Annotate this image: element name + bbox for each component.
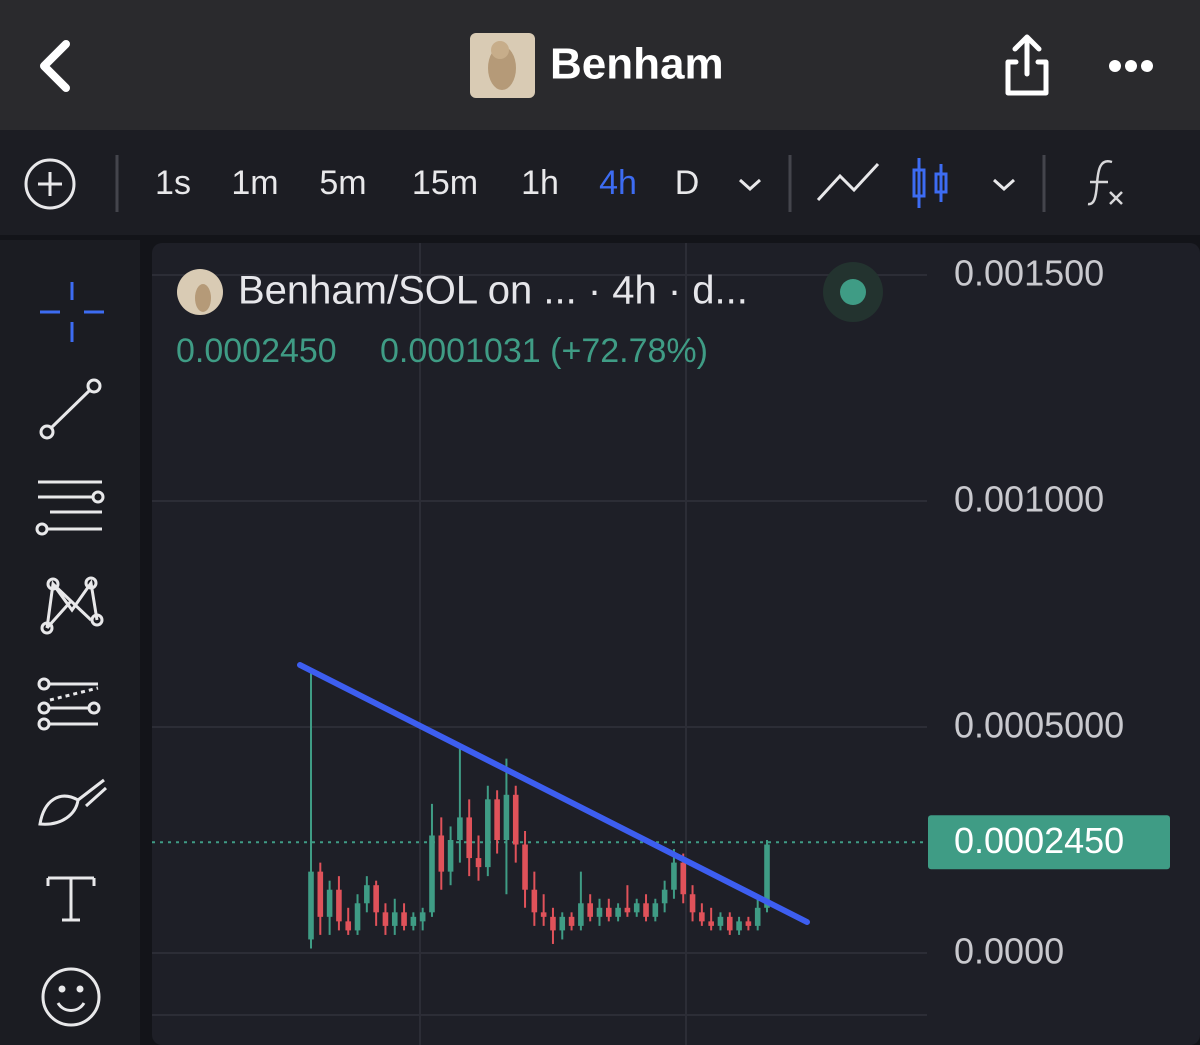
candle-body [336,889,342,922]
emoji-tool[interactable] [41,967,101,1027]
lines-tool[interactable] [35,480,105,536]
candle-body [447,840,454,872]
crosshair-tool[interactable] [40,282,104,342]
status-dot [840,279,866,305]
candle-body [429,835,435,913]
brush-tool[interactable] [38,778,108,826]
trend-line-drawing[interactable] [297,662,810,925]
candle-chart-button[interactable] [912,158,948,208]
timeframe-group: 1s 1m 5m 15m 1h 4h D [155,164,699,202]
candle-body [503,794,510,840]
timeframe-button[interactable]: D [675,164,700,202]
trend-line-tool[interactable] [39,378,102,440]
candle-body [661,889,668,904]
candle-body [438,835,445,872]
add-indicator-button[interactable] [24,158,76,210]
timeframe-button[interactable]: 15m [412,164,478,202]
chart-title: Benham/SOL on ... · 4h · d... [238,269,748,313]
y-tick-label: 0.0005000 [954,705,1124,746]
candle-body [522,844,528,890]
timeframe-button[interactable]: 1h [521,164,559,202]
change-readout: 0.0001031 (+72.78%) [380,332,708,370]
timeframe-dropdown[interactable] [738,178,762,192]
price-axis: 0.0000 0.0005000 0.001000 0.001500 0.0002450 [928,253,1170,972]
candle-body [717,916,724,926]
candle-body [680,862,687,895]
toolbar [0,130,1200,235]
candle-body [606,907,612,917]
candle-body [643,903,649,917]
more-button[interactable] [1109,60,1153,72]
header-bar [0,0,1200,130]
tool-panel [0,240,140,1045]
candle-body [736,921,742,931]
candle-body [587,903,593,917]
candle-body [764,844,770,908]
grid [152,274,927,954]
candle-body [364,885,370,904]
candle-body [401,912,407,926]
candle-body [754,907,761,926]
candle-body [540,912,547,917]
candle-body [531,889,538,913]
candle-body [494,799,500,840]
header-title: Benham [550,40,724,89]
candle-body [485,799,491,868]
candle-body [317,871,324,917]
timeframe-button[interactable]: 1m [231,164,278,202]
indicators-button[interactable] [1087,159,1123,206]
candle-body [550,916,556,931]
candle-body [615,907,621,917]
candle-body [466,817,472,859]
candle-body [624,907,631,913]
timeframe-button[interactable]: 1s [155,164,191,202]
candle-body [633,903,640,913]
symbol-avatar [177,269,223,315]
price-readout: 0.0002450 [176,332,337,370]
candle-body [708,921,714,926]
last-price-tag [928,815,1170,870]
candle-body [652,903,659,917]
candle-body [345,921,352,931]
candle-body [419,912,426,922]
candle-body [391,912,398,926]
candle-body [596,907,603,917]
candle-body [568,916,575,926]
candle-body [559,916,566,931]
candle-body [578,903,584,926]
chart-type-dropdown[interactable] [992,178,1016,192]
candle-body [475,858,482,868]
candle-body [373,885,379,913]
candles [308,672,770,949]
timeframe-button[interactable]: 5m [319,164,366,202]
candle-body [354,903,361,931]
candle-body [671,862,677,890]
candle-body [326,889,333,917]
candle-body [689,894,696,913]
y-tick-label: 0.001000 [954,479,1104,520]
text-tool[interactable] [46,876,96,922]
back-button[interactable] [40,40,70,92]
candle-body [382,912,389,926]
last-price-label: 0.0002450 [954,820,1124,861]
avatar [470,33,535,98]
candle-body [308,871,314,940]
fib-tool[interactable] [37,677,101,731]
timeframe-button[interactable]: 4h [599,164,637,202]
share-button[interactable] [1005,34,1049,96]
line-chart-button[interactable] [816,162,880,202]
candle-body [457,817,463,840]
candle-body [699,912,705,922]
candle-body [512,794,519,845]
candle-body [745,921,752,926]
y-tick-label: 0.0000 [954,931,1064,972]
pattern-tool[interactable] [40,576,104,635]
y-tick-label: 0.001500 [954,253,1104,294]
candle-body [726,916,733,931]
candle-body [410,916,417,926]
